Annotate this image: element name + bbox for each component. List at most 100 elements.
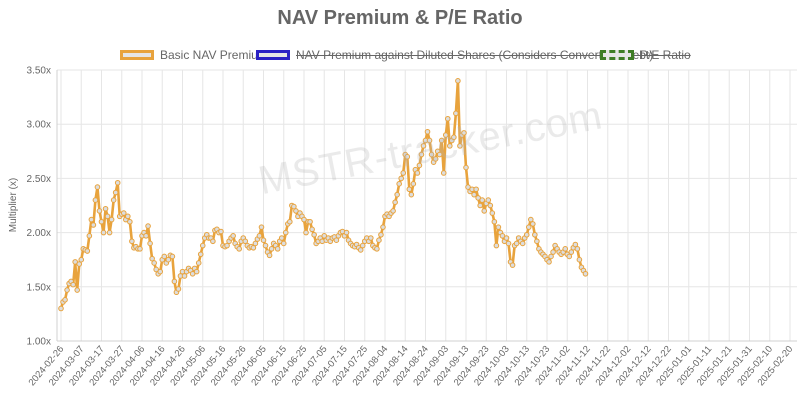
data-point [262, 242, 269, 249]
data-point [110, 197, 117, 203]
data-point [303, 229, 309, 236]
data-point [343, 229, 350, 236]
data-point [143, 233, 149, 239]
data-point [530, 221, 536, 227]
legend-item-diluted-nav-premium[interactable]: NAV Premium against Diluted Shares (Cons… [256, 48, 653, 62]
data-point [137, 246, 143, 252]
y-tick-label: 3.00x [27, 120, 51, 131]
data-point [210, 238, 216, 245]
data-point [440, 170, 447, 176]
data-point [461, 130, 467, 136]
data-point [268, 246, 275, 252]
data-point [368, 235, 374, 241]
data-point [489, 210, 496, 216]
data-point [78, 256, 85, 263]
data-point [58, 305, 64, 312]
data-point [64, 287, 70, 293]
data-point [90, 222, 97, 228]
data-point [477, 202, 483, 209]
data-point [424, 128, 431, 135]
legend-swatch-diluted-nav-premium [256, 50, 290, 60]
data-point [112, 189, 119, 196]
data-point [509, 262, 516, 268]
data-point [471, 191, 477, 198]
data-point [242, 238, 249, 245]
series-layer [58, 78, 589, 312]
data-point [165, 256, 172, 263]
data-point [426, 137, 433, 144]
legend-swatch-basic-nav-premium [120, 50, 154, 60]
data-point [224, 242, 230, 249]
data-point [92, 197, 99, 203]
y-axis: 1.00x 1.50x 2.00x 2.50x 3.00x 3.50x [27, 66, 51, 348]
data-point [218, 228, 224, 235]
y-tick-label: 3.50x [27, 66, 51, 77]
data-point [534, 238, 540, 245]
data-point [145, 223, 151, 229]
data-point [505, 240, 512, 247]
data-point [280, 240, 287, 247]
data-point [357, 247, 364, 253]
x-axis: 2024-02-262024-03-072024-03-172024-03-27… [27, 344, 796, 388]
y-tick-label: 2.50x [27, 174, 51, 185]
data-point [98, 218, 105, 225]
data-point [380, 224, 386, 230]
data-point [503, 235, 510, 241]
data-point [86, 233, 93, 239]
data-point [473, 186, 479, 193]
data-point [88, 216, 95, 223]
data-point [392, 199, 398, 206]
data-point [62, 297, 68, 303]
legend-item-pe-ratio[interactable]: P/E Ratio [600, 48, 691, 62]
data-point [528, 216, 534, 223]
legend-item-basic-nav-premium[interactable]: Basic NAV Premium [120, 48, 268, 62]
data-point [410, 181, 417, 187]
data-point [157, 268, 164, 275]
data-point [420, 143, 427, 149]
data-point [311, 231, 317, 238]
data-point [106, 229, 113, 236]
data-point [414, 170, 421, 176]
data-point [102, 205, 109, 212]
data-point [94, 184, 101, 190]
data-point [125, 213, 131, 220]
data-point [291, 203, 297, 210]
data-point [333, 237, 340, 243]
data-point [250, 244, 257, 251]
data-point [266, 252, 273, 259]
y-tick-label: 2.00x [27, 228, 51, 239]
data-point [193, 268, 200, 275]
data-point [127, 218, 133, 225]
data-point [84, 248, 91, 254]
data-point [359, 242, 366, 249]
y-tick-label: 1.50x [27, 282, 51, 293]
data-point [376, 237, 382, 243]
data-point [76, 261, 83, 267]
legend-label-pe-ratio: P/E Ratio [640, 48, 691, 62]
data-point [114, 179, 121, 186]
data-point [161, 253, 168, 260]
data-point [151, 260, 157, 266]
data-point [278, 235, 285, 241]
data-point [408, 191, 415, 198]
data-point [495, 224, 502, 230]
data-point [568, 249, 575, 255]
data-point [120, 210, 127, 216]
data-point [455, 78, 461, 84]
data-point [256, 233, 263, 239]
data-point [230, 233, 236, 239]
data-point [252, 240, 259, 247]
data-point [453, 110, 459, 117]
data-point [404, 153, 411, 160]
data-point [562, 246, 569, 252]
data-point [398, 175, 405, 182]
data-point [479, 197, 486, 203]
data-point [576, 256, 583, 263]
data-point [525, 224, 532, 230]
y-tick-label: 1.00x [27, 337, 51, 348]
series-line-0 [59, 79, 587, 310]
legend-label-basic-nav-premium: Basic NAV Premium [160, 48, 268, 62]
data-point [400, 170, 407, 176]
data-point [274, 246, 281, 252]
data-point [519, 240, 526, 247]
